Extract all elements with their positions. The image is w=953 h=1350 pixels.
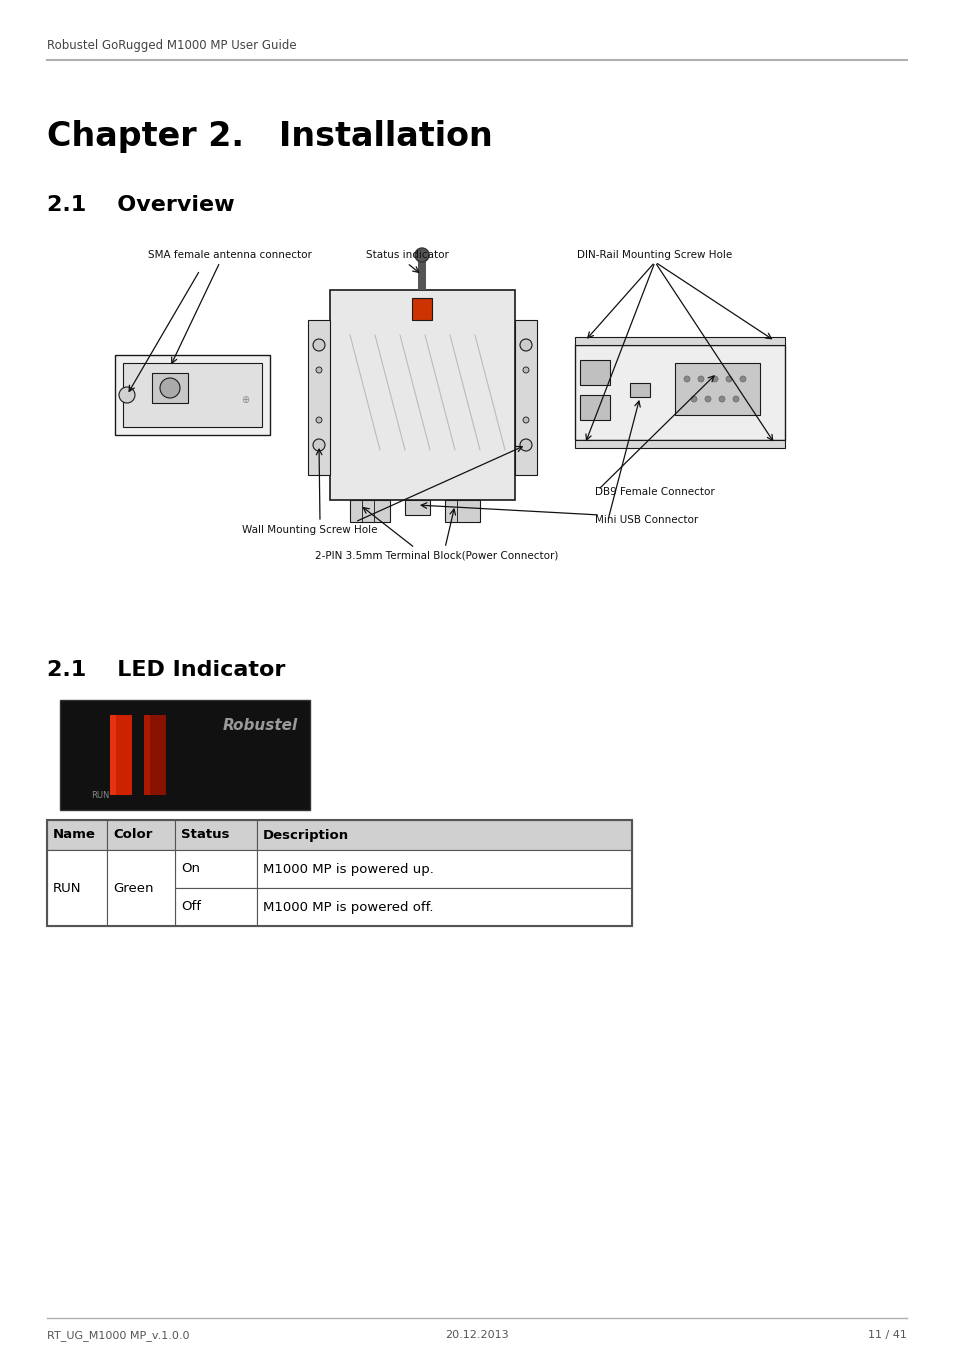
Text: Name: Name bbox=[53, 829, 95, 841]
Circle shape bbox=[740, 377, 745, 382]
Text: SMA female antenna connector: SMA female antenna connector bbox=[148, 250, 312, 261]
Text: 2.1    LED Indicator: 2.1 LED Indicator bbox=[47, 660, 285, 680]
Bar bbox=[110, 716, 116, 795]
Circle shape bbox=[725, 377, 731, 382]
Bar bbox=[256, 850, 631, 888]
Text: 20.12.2013: 20.12.2013 bbox=[445, 1330, 508, 1341]
Bar bbox=[308, 320, 330, 475]
Circle shape bbox=[519, 439, 532, 451]
Bar bbox=[174, 819, 256, 850]
Circle shape bbox=[415, 248, 429, 262]
Bar bbox=[47, 819, 631, 926]
Text: 2-PIN 3.5mm Terminal Block(Power Connector): 2-PIN 3.5mm Terminal Block(Power Connect… bbox=[315, 549, 558, 560]
Text: RUN: RUN bbox=[91, 791, 109, 801]
Text: Off: Off bbox=[181, 900, 201, 914]
Text: DB9 Female Connector: DB9 Female Connector bbox=[595, 487, 714, 497]
Bar bbox=[412, 298, 432, 320]
Bar bbox=[405, 500, 430, 514]
Circle shape bbox=[315, 367, 322, 373]
Bar bbox=[174, 888, 256, 926]
Bar bbox=[579, 396, 609, 420]
Text: DIN-Rail Mounting Screw Hole: DIN-Rail Mounting Screw Hole bbox=[577, 250, 732, 261]
Text: Mini USB Connector: Mini USB Connector bbox=[595, 514, 698, 525]
Bar bbox=[350, 500, 390, 522]
Text: M1000 MP is powered off.: M1000 MP is powered off. bbox=[263, 900, 433, 914]
Bar bbox=[152, 373, 188, 404]
Text: On: On bbox=[181, 863, 200, 876]
Text: 11 / 41: 11 / 41 bbox=[867, 1330, 906, 1341]
Circle shape bbox=[522, 367, 529, 373]
Text: Robustel GoRugged M1000 MP User Guide: Robustel GoRugged M1000 MP User Guide bbox=[47, 39, 296, 53]
Bar bbox=[417, 258, 426, 290]
Bar bbox=[575, 440, 784, 448]
Bar bbox=[107, 819, 174, 850]
Circle shape bbox=[519, 339, 532, 351]
Text: ⊕: ⊕ bbox=[241, 396, 249, 405]
Bar bbox=[675, 363, 760, 414]
Text: Color: Color bbox=[112, 829, 152, 841]
Bar bbox=[47, 850, 107, 888]
Bar bbox=[47, 850, 107, 926]
Bar bbox=[174, 850, 256, 888]
Circle shape bbox=[698, 377, 703, 382]
Text: 2.1    Overview: 2.1 Overview bbox=[47, 194, 234, 215]
Circle shape bbox=[704, 396, 710, 402]
Circle shape bbox=[690, 396, 697, 402]
Bar bbox=[115, 355, 270, 435]
Circle shape bbox=[313, 439, 325, 451]
Text: Robustel: Robustel bbox=[222, 718, 297, 733]
Text: Chapter 2.   Installation: Chapter 2. Installation bbox=[47, 120, 493, 153]
Circle shape bbox=[315, 417, 322, 423]
Circle shape bbox=[711, 377, 718, 382]
Bar bbox=[144, 716, 150, 795]
Text: Green: Green bbox=[112, 882, 153, 895]
Text: M1000 MP is powered up.: M1000 MP is powered up. bbox=[263, 863, 434, 876]
Bar bbox=[107, 850, 174, 888]
Text: Status indicator: Status indicator bbox=[365, 250, 448, 261]
Text: RT_UG_M1000 MP_v.1.0.0: RT_UG_M1000 MP_v.1.0.0 bbox=[47, 1330, 190, 1341]
Bar bbox=[629, 383, 649, 397]
Circle shape bbox=[160, 378, 180, 398]
Bar bbox=[256, 819, 631, 850]
Bar bbox=[330, 290, 515, 500]
Bar bbox=[47, 819, 107, 850]
Circle shape bbox=[313, 339, 325, 351]
Bar bbox=[144, 716, 166, 795]
Circle shape bbox=[522, 417, 529, 423]
Circle shape bbox=[732, 396, 739, 402]
Bar bbox=[107, 850, 174, 926]
Circle shape bbox=[719, 396, 724, 402]
Bar bbox=[575, 338, 784, 346]
Bar bbox=[256, 888, 631, 926]
Bar bbox=[60, 701, 310, 810]
Bar bbox=[444, 500, 479, 522]
Circle shape bbox=[119, 387, 135, 404]
Bar bbox=[123, 363, 262, 427]
Bar bbox=[575, 346, 784, 440]
Text: RUN: RUN bbox=[53, 882, 81, 895]
Bar bbox=[515, 320, 537, 475]
Text: Status: Status bbox=[181, 829, 230, 841]
Circle shape bbox=[683, 377, 689, 382]
Bar bbox=[110, 716, 132, 795]
Bar bbox=[579, 360, 609, 385]
Text: Description: Description bbox=[263, 829, 349, 841]
Text: Wall Mounting Screw Hole: Wall Mounting Screw Hole bbox=[242, 525, 377, 535]
